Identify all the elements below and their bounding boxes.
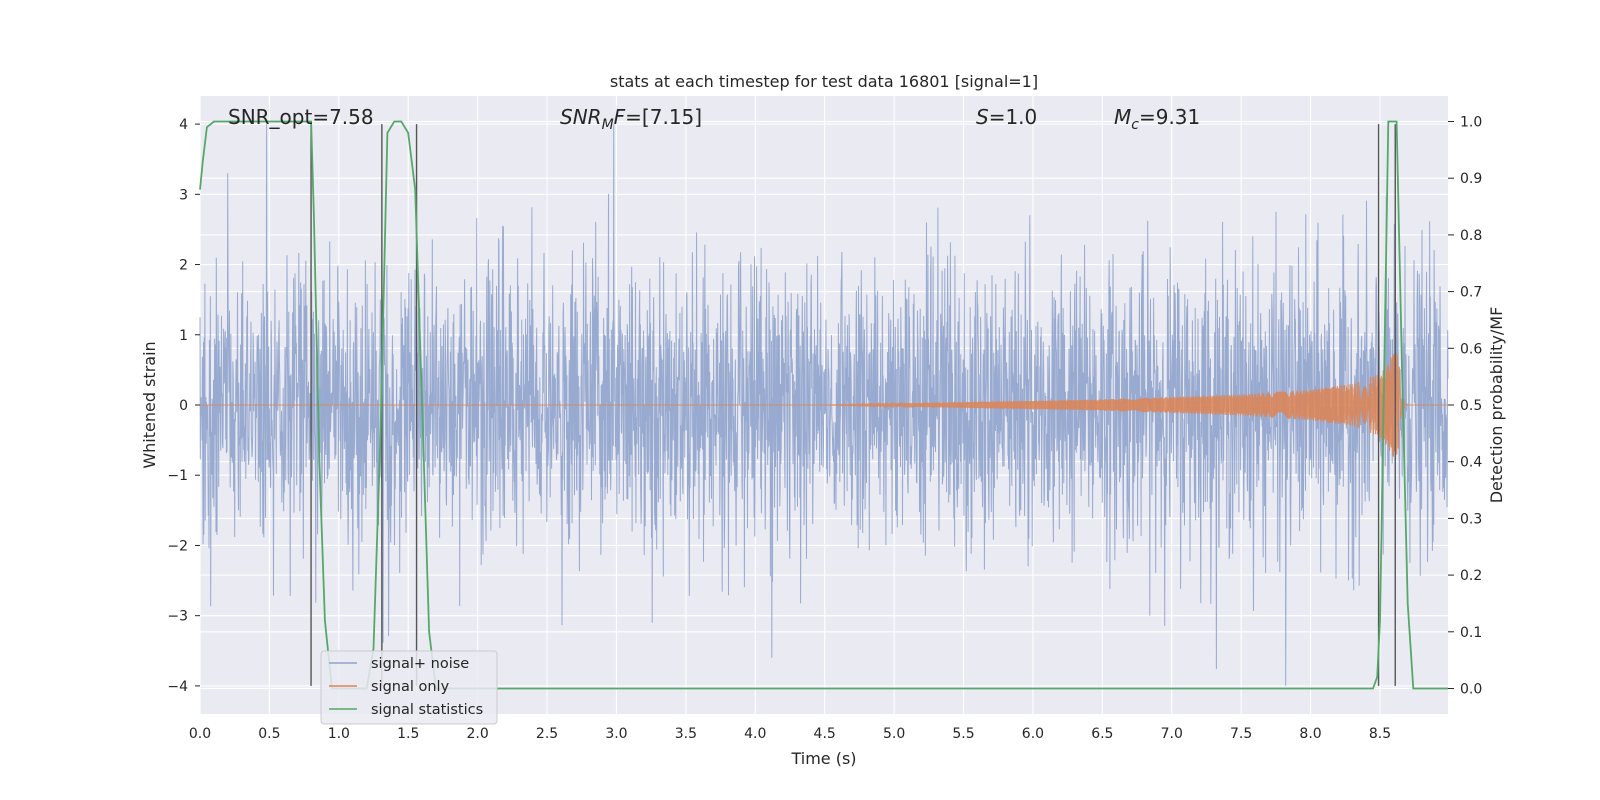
tick-labels: 0.0 0.5 1.0 1.5 2.0 2.5 3.0 3.5 4.0 4.5 5.0 5.5 6.0 6… bbox=[167, 115, 1482, 742]
y-tick-label: 1 bbox=[179, 328, 188, 344]
y-axis-label: Whitened strain bbox=[140, 341, 159, 468]
x-tick-label: 7.0 bbox=[1161, 726, 1183, 742]
signal-statistics-series bbox=[199, 120, 1448, 690]
legend-label-signal-statistics: signal statistics bbox=[371, 702, 483, 718]
x-tick-label: 2.0 bbox=[467, 726, 489, 742]
annotation-mc: Mc=9.31 bbox=[1114, 105, 1200, 133]
x-tick-label: 2.5 bbox=[536, 726, 558, 742]
y2-axis-label: Detection probability/MF bbox=[1487, 307, 1506, 504]
y2-tick-label: 0.1 bbox=[1460, 625, 1482, 641]
y-tick-label: −2 bbox=[167, 538, 188, 554]
y2-tick-label: 0.6 bbox=[1460, 341, 1482, 357]
series-line-signal-statistics bbox=[199, 120, 1448, 690]
y2-tick-label: 1.0 bbox=[1460, 115, 1482, 131]
y2-tick-label: 0.4 bbox=[1460, 455, 1482, 471]
annotation-s: S=1.0 bbox=[976, 105, 1037, 129]
y2-tick-label: 0.9 bbox=[1460, 171, 1482, 187]
x-tick-label: 0.5 bbox=[258, 726, 280, 742]
annotation-snr-mf: SNRMF=[7.15] bbox=[560, 105, 702, 133]
x-tick-label: 5.5 bbox=[952, 726, 974, 742]
x-tick-label: 8.5 bbox=[1369, 726, 1391, 742]
signal-only-series bbox=[200, 352, 1448, 460]
y-tick-label: 4 bbox=[179, 117, 188, 133]
x-tick-label: 3.0 bbox=[605, 726, 627, 742]
y2-tick-label: 0.8 bbox=[1460, 228, 1482, 244]
series-line-signal-only bbox=[200, 352, 1448, 460]
signal-noise-series bbox=[199, 124, 1449, 686]
x-tick-label: 8.0 bbox=[1299, 726, 1321, 742]
y-tick-label: 3 bbox=[179, 187, 188, 203]
annotation-snr-opt: SNR_opt=7.58 bbox=[228, 105, 374, 129]
y2-tick-label: 0.0 bbox=[1460, 681, 1482, 697]
x-tick-label: 7.5 bbox=[1230, 726, 1252, 742]
y2-tick-label: 0.2 bbox=[1460, 568, 1482, 584]
y-tick-label: 2 bbox=[179, 258, 188, 274]
x-tick-label: 5.0 bbox=[883, 726, 905, 742]
y-tick-label: −4 bbox=[167, 679, 188, 695]
x-axis-label: Time (s) bbox=[790, 749, 856, 768]
legend-box bbox=[320, 650, 498, 725]
legend-label-signal-only: signal only bbox=[371, 679, 450, 695]
x-tick-label: 1.0 bbox=[328, 726, 350, 742]
series-line-signal-noise bbox=[199, 124, 1449, 686]
chart-title: stats at each timestep for test data 168… bbox=[610, 72, 1038, 91]
y-tick-label: −3 bbox=[167, 609, 188, 625]
y2-tick-label: 0.3 bbox=[1460, 511, 1482, 527]
y-tick-label: −1 bbox=[167, 468, 188, 484]
y2-tick-label: 0.5 bbox=[1460, 398, 1482, 414]
x-tick-label: 6.0 bbox=[1022, 726, 1044, 742]
legend: signal+ noise signal only signal statist… bbox=[320, 650, 498, 725]
x-tick-label: 4.0 bbox=[744, 726, 766, 742]
x-tick-label: 6.5 bbox=[1091, 726, 1113, 742]
x-tick-label: 1.5 bbox=[397, 726, 419, 742]
x-tick-label: 4.5 bbox=[814, 726, 836, 742]
legend-label-signal-noise: signal+ noise bbox=[371, 656, 469, 672]
x-tick-label: 0.0 bbox=[189, 726, 211, 742]
x-tick-label: 3.5 bbox=[675, 726, 697, 742]
y-tick-label: 0 bbox=[179, 398, 188, 414]
y2-tick-label: 0.7 bbox=[1460, 285, 1482, 301]
